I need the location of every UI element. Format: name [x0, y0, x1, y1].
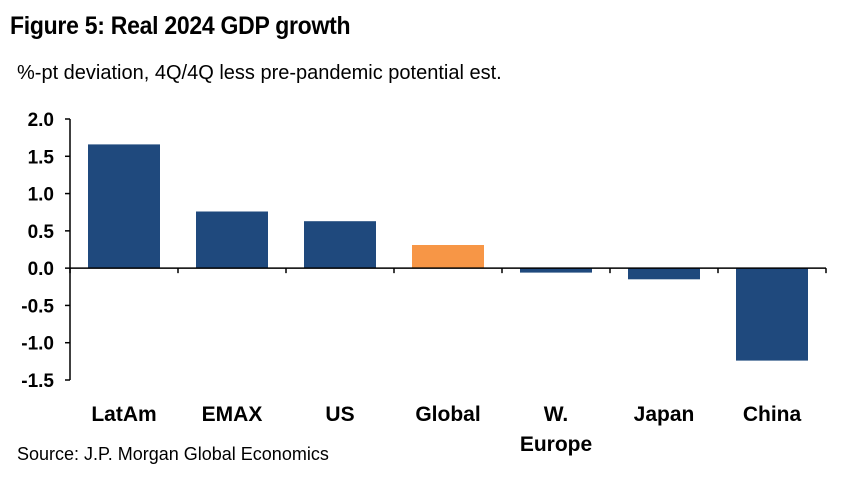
y-tick-label: 1.0 [28, 185, 54, 206]
y-tick-label: 0.5 [28, 222, 55, 243]
y-tick-label: -1.5 [21, 371, 54, 392]
bar-japan [628, 268, 700, 280]
source-note: Source: J.P. Morgan Global Economics [17, 444, 329, 464]
y-tick-label: -0.5 [21, 296, 54, 317]
bar-w-europe [520, 268, 592, 273]
x-category-label: Global [415, 403, 480, 426]
bar-global [412, 245, 484, 269]
x-category-label: LatAm [91, 403, 156, 426]
x-category-label: EMAX [202, 403, 263, 426]
bar-latam [88, 144, 160, 269]
x-category-label: China [743, 403, 802, 426]
bar-china [736, 268, 808, 361]
x-category-label: Japan [634, 403, 695, 426]
x-category-label: US [325, 403, 354, 426]
y-tick-label: 2.0 [28, 110, 54, 131]
y-tick-label: -1.0 [21, 334, 54, 355]
x-category-label: W. Europe [520, 403, 592, 456]
bar-emax [196, 211, 268, 269]
bar-us [304, 221, 376, 269]
y-tick-label: 1.5 [28, 147, 55, 168]
chart-subtitle: %-pt deviation, 4Q/4Q less pre-pandemic … [17, 62, 502, 84]
y-tick-label: 0.0 [28, 259, 54, 280]
chart-title: Figure 5: Real 2024 GDP growth [10, 12, 351, 40]
